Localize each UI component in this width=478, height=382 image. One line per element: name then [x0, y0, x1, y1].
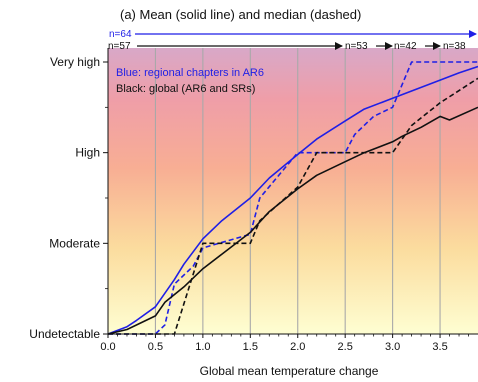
- n-annotations: n=64 n=57 n=53 n=42 n=38: [108, 27, 477, 52]
- series-line-black-dashed: [108, 77, 478, 335]
- series-line-black-solid: [107, 106, 478, 335]
- x-tick-label: 2.5: [338, 341, 353, 353]
- x-axis-label: Global mean temperature change: [200, 364, 379, 378]
- n-black-label-1: n=57: [108, 41, 131, 52]
- blue-series-label: Blue: regional chapters in AR6: [116, 67, 264, 79]
- y-tick-label: Undetectable: [29, 327, 100, 341]
- n-black-label-2: n=53: [345, 41, 368, 52]
- n-black-label-3: n=42: [394, 41, 417, 52]
- x-tick-label: 1.0: [195, 341, 210, 353]
- x-tick-label: 3.5: [432, 341, 447, 353]
- x-tick-label: 0.5: [148, 341, 163, 353]
- x-tick-label: 0.0: [100, 341, 115, 353]
- y-tick-label: Moderate: [49, 236, 100, 250]
- axes: 0.0 0.5 1.0 1.5 2.0 2.5 3.0 3.5 Undetectable Mode…: [29, 48, 478, 353]
- y-tick-label: High: [75, 146, 100, 160]
- y-tick-label: Very high: [50, 55, 100, 69]
- n-blue-label-bg: [108, 27, 135, 39]
- n-blue-label: n=64: [109, 29, 132, 40]
- n-black-label-4: n=38: [443, 41, 466, 52]
- grid: [154, 48, 441, 334]
- x-tick-label: 3.0: [385, 341, 400, 353]
- x-tick-label: 1.5: [243, 341, 258, 353]
- chart-title: (a) Mean (solid line) and median (dashed…: [120, 7, 361, 22]
- series-line-blue-solid: [107, 65, 478, 335]
- series-line-blue-dashed: [108, 61, 478, 335]
- series-group: [107, 61, 478, 335]
- black-series-label: Black: global (AR6 and SRs): [116, 83, 255, 95]
- x-tick-label: 2.0: [290, 341, 305, 353]
